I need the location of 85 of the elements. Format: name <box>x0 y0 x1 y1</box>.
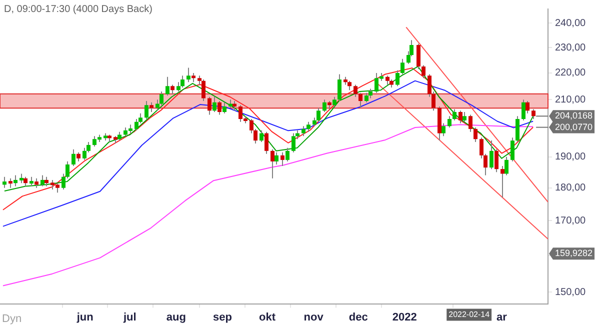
candlestick <box>462 111 466 122</box>
y-tick-label: 230,00 <box>555 42 586 54</box>
candlestick <box>270 148 274 179</box>
candlestick <box>468 114 472 132</box>
candlestick <box>348 80 352 91</box>
candlestick <box>474 127 478 143</box>
y-tick-label: 150,00 <box>555 286 586 298</box>
candlestick <box>322 99 326 112</box>
candlestick <box>186 67 190 83</box>
candlestick <box>400 58 404 75</box>
chart-title: D, 09:00-17:30 (4000 Days Back) <box>4 4 152 15</box>
candlestick <box>526 100 530 114</box>
x-tick-label: dec <box>348 311 368 324</box>
candlestick <box>510 137 514 162</box>
candlestick <box>416 43 420 70</box>
candlestick <box>494 148 498 173</box>
x-tick-label: jul <box>122 311 136 324</box>
candlestick <box>8 178 12 188</box>
x-tick-label: okt <box>259 311 276 324</box>
candlestick <box>364 92 368 103</box>
y-tick-label: 180,00 <box>555 182 586 194</box>
candlestick <box>202 79 206 102</box>
y-tick-label: 240,00 <box>555 18 586 29</box>
candlestick <box>260 130 264 143</box>
candlestick <box>452 108 456 121</box>
candlestick <box>316 107 320 122</box>
x-tick-label: 2022 <box>392 311 417 324</box>
candlestick <box>458 110 462 124</box>
x-tick-label: nov <box>304 311 324 324</box>
candlestick <box>274 152 278 165</box>
candlestick <box>532 108 536 120</box>
y-tick-label: 220,00 <box>555 68 586 79</box>
candlestick <box>354 84 358 98</box>
candlestick <box>170 84 174 95</box>
candlestick <box>76 152 80 162</box>
candlestick <box>516 116 520 143</box>
x-tick-label: aug <box>166 311 186 324</box>
candlestick <box>292 132 296 153</box>
candlestick <box>166 76 170 96</box>
candlestick <box>14 174 18 187</box>
x-tick-label: ar <box>496 311 508 324</box>
candlestick <box>24 176 28 187</box>
annotation: 204,0168 <box>555 110 593 121</box>
candlestick <box>34 178 38 188</box>
candlestick <box>218 100 222 116</box>
candlestick <box>332 96 336 107</box>
candlestick <box>338 74 342 102</box>
candlestick <box>144 100 148 120</box>
candlestick <box>2 176 6 188</box>
candlestick <box>72 148 76 167</box>
candlestick <box>222 102 226 114</box>
text: 2022-02-14 <box>448 310 490 320</box>
candlestick <box>368 88 372 99</box>
candlestick <box>396 70 400 87</box>
candlestick <box>306 121 310 132</box>
candlestick <box>192 72 196 83</box>
candlestick <box>264 131 268 154</box>
candlestick <box>30 176 34 187</box>
candlestick <box>442 122 446 137</box>
candlestick <box>44 176 48 187</box>
candlestick <box>20 173 24 184</box>
candlestick <box>286 147 290 162</box>
candlestick <box>522 99 526 121</box>
y-tick-label: 170,00 <box>555 215 586 226</box>
candlestick <box>448 116 452 128</box>
text: Dyn <box>2 313 22 326</box>
candlestick <box>358 92 362 108</box>
candlestick <box>500 166 504 198</box>
x-tick-label: jun <box>76 311 94 324</box>
candlestick <box>40 174 44 187</box>
candlestick <box>208 96 212 116</box>
candlestick <box>490 140 494 170</box>
candlestick <box>212 96 216 112</box>
candlestick <box>386 75 390 86</box>
candlestick <box>422 64 426 79</box>
y-tick-label: 210,00 <box>555 94 586 106</box>
x-tick-label: sep <box>213 311 232 324</box>
candlestick <box>150 102 154 112</box>
candlestick <box>280 152 284 167</box>
candlestick <box>302 126 306 137</box>
annotation: 200,0770 <box>555 122 593 132</box>
candlestick <box>232 100 236 112</box>
candlestick <box>180 75 184 88</box>
text: 159,9282 <box>555 248 593 258</box>
y-tick-label: 190,00 <box>555 152 586 163</box>
